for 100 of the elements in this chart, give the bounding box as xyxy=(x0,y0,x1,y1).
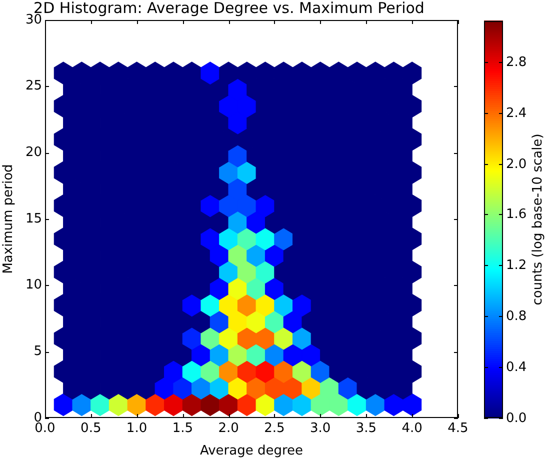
point xyxy=(54,260,73,284)
point xyxy=(228,178,248,201)
point xyxy=(274,393,294,416)
point xyxy=(228,210,248,234)
point xyxy=(310,393,330,416)
y-tick-label: 20 xyxy=(25,145,42,160)
point xyxy=(348,393,367,416)
point xyxy=(237,194,256,218)
point xyxy=(237,228,256,250)
point xyxy=(54,228,73,250)
point xyxy=(72,62,92,84)
point xyxy=(173,310,192,334)
point xyxy=(63,210,82,234)
point xyxy=(264,178,284,201)
point xyxy=(366,62,385,84)
point xyxy=(200,294,220,317)
point xyxy=(63,244,82,267)
point xyxy=(274,360,294,383)
point xyxy=(182,194,202,218)
point xyxy=(219,161,238,184)
point xyxy=(219,228,238,250)
point xyxy=(192,376,210,400)
point xyxy=(256,327,275,350)
point xyxy=(219,294,238,317)
point xyxy=(264,344,284,366)
point xyxy=(219,327,238,350)
point xyxy=(283,210,302,234)
point xyxy=(63,277,82,300)
point xyxy=(164,327,183,350)
y-tick-label: 25 xyxy=(25,78,42,94)
point xyxy=(228,310,248,334)
point xyxy=(63,178,82,201)
point xyxy=(237,128,256,151)
point xyxy=(81,376,100,400)
point xyxy=(264,376,284,400)
point xyxy=(237,393,256,416)
point xyxy=(393,144,412,168)
point xyxy=(402,194,422,218)
point xyxy=(54,194,73,218)
point xyxy=(237,294,256,317)
point xyxy=(100,376,119,400)
point xyxy=(256,161,275,184)
point xyxy=(292,393,312,416)
point xyxy=(200,94,220,118)
point xyxy=(228,277,248,300)
color-bar-label: 1.6 xyxy=(506,206,527,222)
point xyxy=(292,228,312,250)
point xyxy=(393,244,412,267)
point xyxy=(210,210,229,234)
color-bar-label: 0.8 xyxy=(506,308,527,324)
point xyxy=(393,178,412,201)
point xyxy=(182,393,202,416)
point xyxy=(246,144,266,168)
point xyxy=(402,161,422,184)
point xyxy=(136,376,156,400)
point xyxy=(54,161,73,184)
point xyxy=(256,294,275,317)
point xyxy=(283,244,302,267)
point xyxy=(90,62,110,84)
x-tick-label: 0.5 xyxy=(80,421,102,436)
point xyxy=(348,62,367,84)
point xyxy=(173,344,192,366)
point xyxy=(108,393,128,416)
x-tick-label: 4.0 xyxy=(402,421,422,436)
color-bar-label: 1.2 xyxy=(506,258,527,273)
point xyxy=(256,260,275,284)
point xyxy=(237,161,256,184)
point xyxy=(375,376,394,400)
point xyxy=(237,260,256,284)
color-bar-label: 2.0 xyxy=(506,156,527,172)
point xyxy=(146,393,165,416)
point xyxy=(90,393,110,416)
point xyxy=(182,228,202,250)
point xyxy=(154,344,174,366)
point xyxy=(283,376,302,400)
point xyxy=(173,376,192,400)
y-tick-label: 10 xyxy=(25,278,42,293)
point xyxy=(63,344,82,366)
point xyxy=(54,327,73,350)
point xyxy=(146,62,165,84)
point xyxy=(292,62,312,84)
point xyxy=(274,260,294,284)
point xyxy=(283,277,302,300)
point xyxy=(219,360,238,383)
point xyxy=(402,94,422,118)
point xyxy=(338,376,358,400)
point xyxy=(310,62,330,84)
point xyxy=(200,327,220,350)
point xyxy=(402,393,422,416)
point xyxy=(127,62,146,84)
point xyxy=(384,393,404,416)
point xyxy=(329,360,348,383)
point xyxy=(264,210,284,234)
point xyxy=(192,310,210,334)
point xyxy=(402,327,422,350)
point xyxy=(192,277,210,300)
point xyxy=(402,260,422,284)
point xyxy=(237,62,256,84)
point xyxy=(118,376,138,400)
point xyxy=(292,327,312,350)
